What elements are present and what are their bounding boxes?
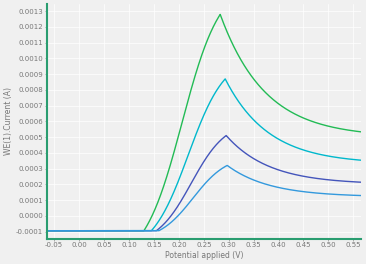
Y-axis label: WE(1).Current (A): WE(1).Current (A) — [4, 87, 13, 155]
X-axis label: Potential applied (V): Potential applied (V) — [164, 251, 243, 260]
